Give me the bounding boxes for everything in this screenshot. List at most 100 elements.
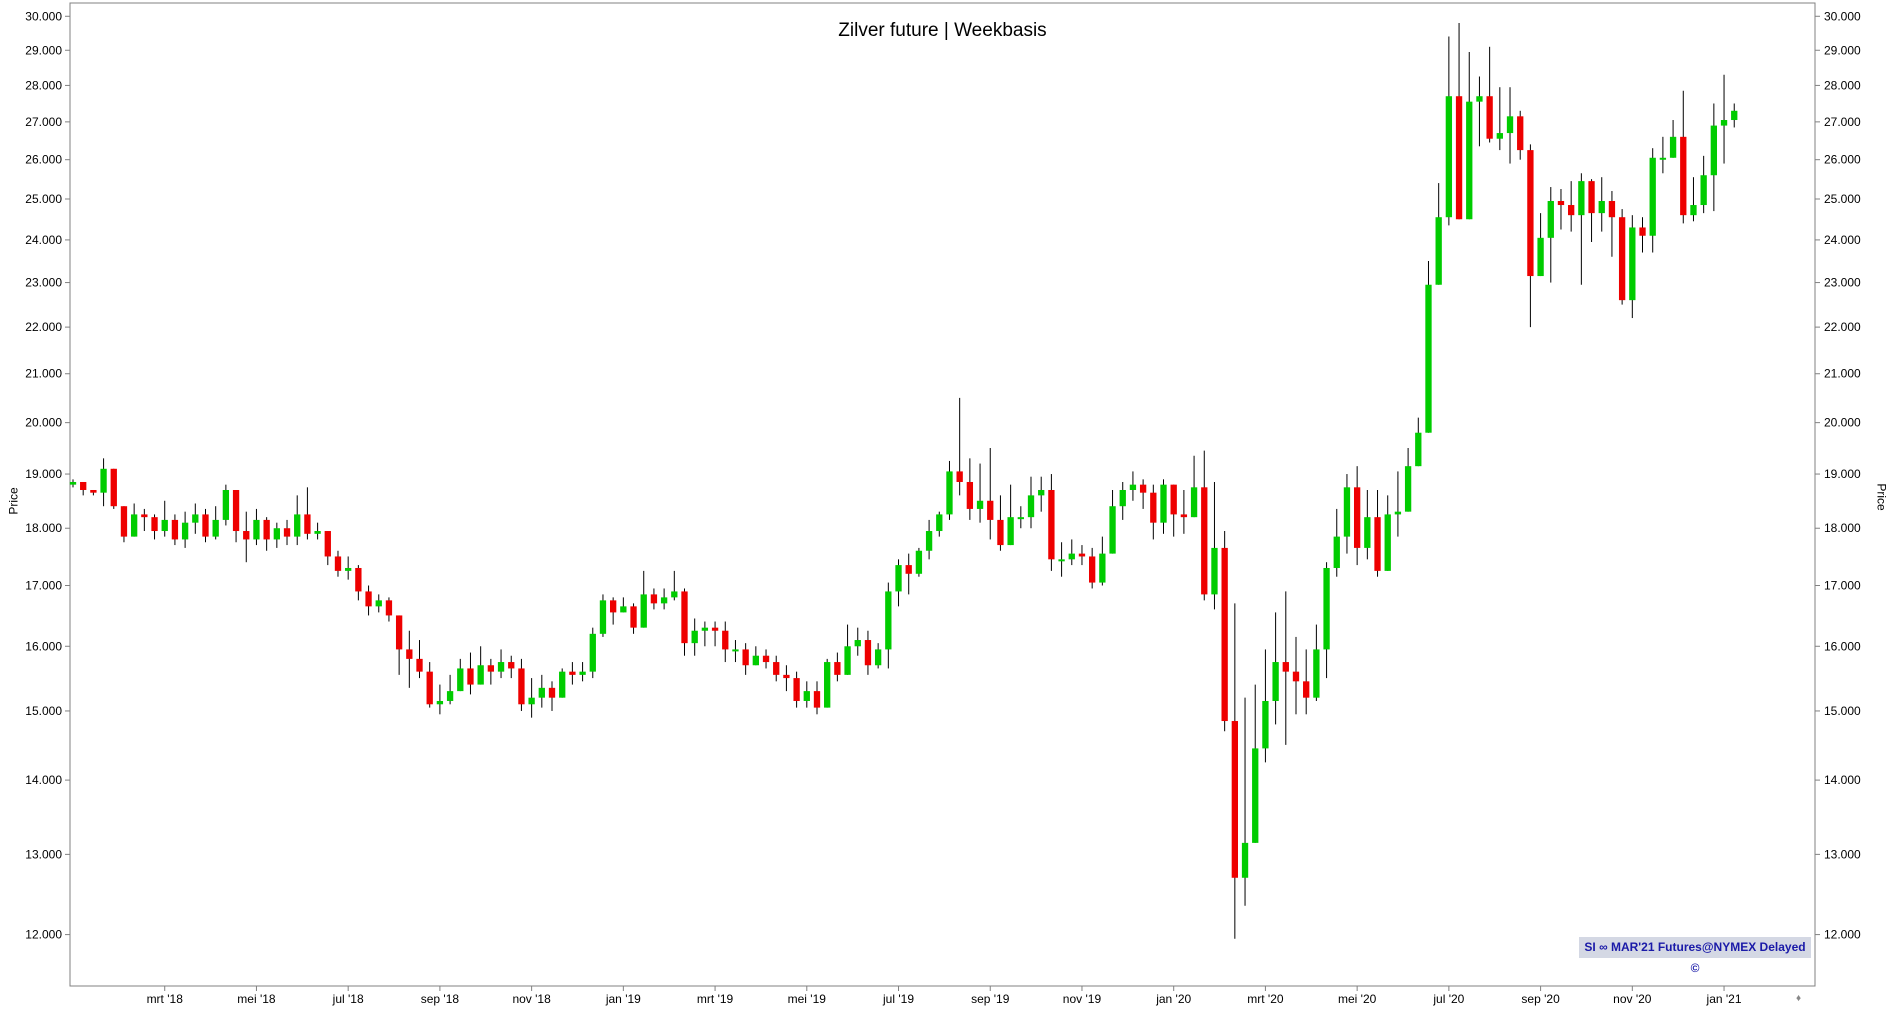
candle-body [987,500,994,520]
candle-body [1578,181,1585,216]
candle-body [620,606,627,613]
candle-body [100,468,107,493]
candle-body [742,649,749,666]
x-tick-label: jan '19 [605,992,641,1006]
candle-body [589,633,596,672]
candle-body [436,700,444,705]
candle-body [1425,284,1432,433]
candle-body [1323,567,1330,650]
y-tick-label-left: 28.000 [25,78,62,92]
candle-body [141,514,148,518]
candle-body [925,531,933,551]
candle-body [548,687,556,698]
y-tick-label-right: 12.000 [1824,928,1861,942]
candle-body [1027,495,1035,518]
candle-body [956,471,963,482]
candle-body [1303,681,1310,698]
candle-body [1639,227,1646,236]
y-tick-label-right: 17.000 [1824,579,1861,593]
candle-body [1252,748,1259,843]
candle-body [1659,157,1667,160]
x-tick-label: mei '18 [237,992,276,1006]
scroll-nav-icon[interactable]: ♦ [1796,993,1801,1004]
candle-body [345,567,352,571]
candle-body [711,627,719,631]
candle-body [681,591,688,644]
y-tick-label-left: 13.000 [25,847,62,861]
candlestick-series [69,22,1738,939]
candle-body [395,615,403,650]
x-tick-label: mei '20 [1338,992,1377,1006]
y-tick-label-left: 12.000 [25,928,62,942]
y-tick-label-right: 15.000 [1824,704,1861,718]
candle-body [243,531,250,540]
candle-body [1150,492,1157,523]
candle-body [1680,136,1687,216]
candle-body [1099,553,1106,583]
candle-body [130,514,138,537]
y-tick-label-right: 26.000 [1824,153,1861,167]
candle-body [1517,116,1524,151]
candle-body [1068,553,1075,560]
data-source-badge: SI ∞ MAR'21 Futures@NYMEX Delayed © [1579,937,1811,975]
candle-body [355,567,362,592]
candle-body [171,519,179,540]
x-tick-label: jul '19 [882,992,914,1006]
y-tick-label-right: 16.000 [1824,639,1861,653]
candle-body [813,691,821,708]
y-tick-label-left: 22.000 [25,320,62,334]
candle-body [1038,489,1045,496]
candle-body [314,531,321,534]
candle-body [701,627,709,631]
candle-body [559,671,566,698]
candle-body [1292,671,1300,682]
y-tick-label-left: 29.000 [25,43,62,57]
y-tick-label-right: 30.000 [1824,9,1861,23]
candle-body [1089,556,1096,583]
candle-body [477,665,484,685]
x-tick-label: jul '18 [332,992,364,1006]
candle-body [1211,547,1218,595]
y-tick-label-left: 15.000 [25,704,62,718]
candle-body [294,514,301,537]
candle-body [1170,484,1177,515]
candle-body [691,630,698,644]
candle-body [650,594,658,604]
candle-body [120,506,128,537]
x-tick-label: sep '19 [971,992,1010,1006]
y-tick-label-right: 21.000 [1824,367,1861,381]
candle-body [161,519,168,532]
candle-body [457,668,464,692]
candle-body [1313,649,1320,698]
candle-body [334,556,342,571]
candle-body [1649,157,1656,236]
candle-body [80,481,87,490]
candle-body [1690,205,1697,216]
candle-body [1353,487,1361,548]
y-tick-label-right: 25.000 [1824,192,1861,206]
chart-title: Zilver future | Weekbasis [838,20,1047,41]
candle-body [1669,136,1677,158]
candle-body [1282,662,1289,672]
candle-body [1527,150,1534,277]
y-tick-label-left: 14.000 [25,773,62,787]
candle-body [1221,547,1228,722]
y-tick-label-left: 26.000 [25,153,62,167]
y-tick-label-right: 28.000 [1824,78,1861,92]
candle-body [90,489,97,493]
left-axis-tick-labels: 12.000 13.000 14.000 15.000 16.000 17.000 18.0… [25,9,62,941]
x-tick-label: mrt '19 [697,992,734,1006]
candle-body [864,640,872,666]
candle-body [671,591,678,598]
candle-body [752,655,759,666]
candle-body [1109,506,1116,554]
candle-body [874,649,882,666]
candle-body [1241,842,1249,878]
candle-body [640,594,647,628]
candle-body [1272,662,1279,701]
candle-body [1568,205,1575,216]
y-tick-label-left: 18.000 [25,521,62,535]
candle-body [1415,432,1422,467]
candle-body [1129,484,1137,490]
candle-body [181,522,189,540]
